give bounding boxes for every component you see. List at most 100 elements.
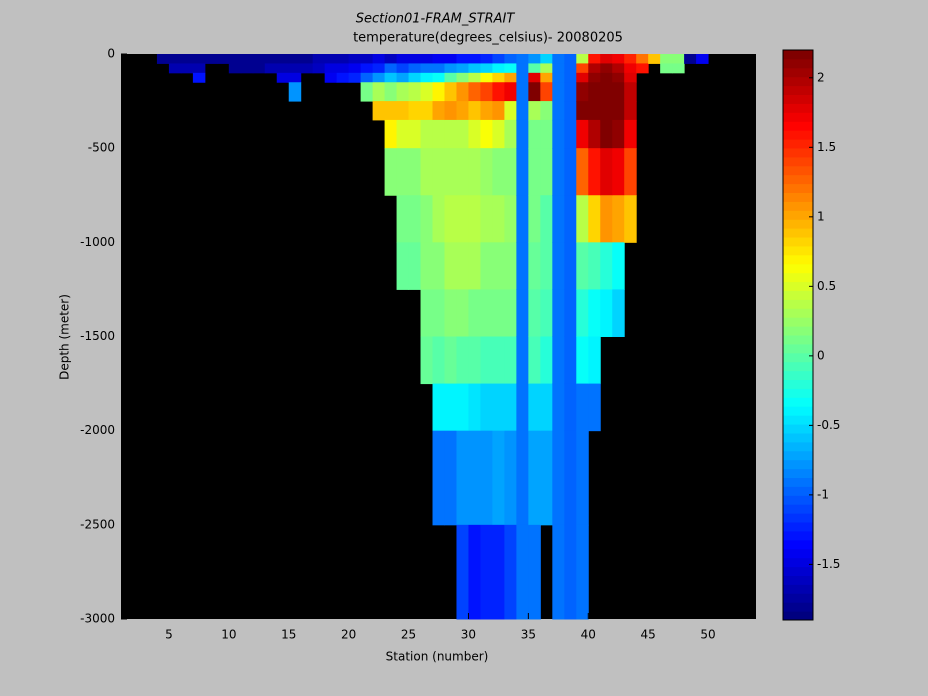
colorbar-swatch — [783, 477, 813, 487]
colorbar-swatch — [783, 406, 813, 416]
heat-cell — [432, 148, 445, 196]
colorbar-tick-label: 1.5 — [817, 140, 836, 154]
heat-cell — [528, 148, 541, 196]
heat-cell — [456, 430, 469, 526]
colorbar-swatch — [783, 379, 813, 389]
heat-cell — [420, 195, 434, 243]
heat-cell — [456, 148, 469, 196]
heat-cell — [408, 148, 422, 196]
heat-cell — [432, 289, 445, 337]
heat-cell — [432, 82, 445, 102]
heat-cell — [564, 383, 577, 432]
heat-cell — [540, 63, 553, 74]
heat-cell — [384, 63, 398, 74]
colorbar-swatch — [783, 530, 813, 541]
heat-cell — [600, 242, 613, 290]
heat-cell — [624, 82, 637, 102]
heat-cell — [600, 82, 613, 102]
heat-cell — [504, 242, 517, 290]
heat-cell — [204, 54, 218, 64]
heat-cell — [420, 242, 434, 290]
heat-cell — [576, 54, 589, 64]
heat-cell — [192, 72, 206, 83]
heat-cell — [552, 289, 565, 337]
heat-cell — [468, 101, 481, 121]
heat-cell — [360, 54, 374, 64]
heat-cell — [372, 82, 386, 102]
heat-cell — [444, 430, 457, 526]
colorbar-swatch — [783, 272, 813, 283]
heat-cell — [396, 119, 410, 149]
heat-cell — [600, 119, 613, 149]
chart-subtitle: temperature(degrees_celsius)- 20080205 — [353, 31, 623, 46]
heat-cell — [456, 524, 469, 620]
x-tick-label: 40 — [581, 628, 596, 642]
heat-cell — [528, 289, 541, 337]
heat-cell — [492, 430, 505, 526]
heat-cell — [504, 82, 517, 102]
heat-cell — [444, 82, 457, 102]
colorbar-swatch — [783, 192, 813, 202]
colorbar-swatch — [783, 602, 813, 612]
heat-cell — [288, 54, 302, 64]
heat-cell — [612, 119, 625, 149]
heat-cell — [276, 54, 290, 64]
x-tick-label: 45 — [641, 628, 656, 642]
heat-cell — [360, 72, 374, 83]
heat-cell — [480, 195, 493, 243]
heat-cell — [492, 289, 505, 337]
heat-cell — [240, 54, 254, 64]
heat-cell — [528, 336, 541, 385]
heat-cell — [480, 336, 493, 385]
colorbar-swatch — [783, 201, 813, 211]
heat-cell — [516, 195, 529, 243]
heat-cell — [252, 63, 266, 74]
heat-cell — [432, 430, 445, 526]
heat-cell — [564, 101, 577, 121]
heat-cell — [540, 148, 553, 196]
heat-cell — [504, 119, 517, 149]
heat-cell — [588, 383, 601, 432]
heat-cell — [588, 119, 601, 149]
heat-cell — [216, 54, 230, 64]
heat-cell — [504, 430, 517, 526]
colorbar-swatch — [783, 557, 813, 568]
heat-cell — [444, 54, 457, 64]
heat-cell — [564, 430, 577, 526]
heat-cell — [480, 242, 493, 290]
heat-cell — [576, 336, 589, 385]
heat-cell — [420, 72, 434, 83]
heat-cell — [516, 82, 529, 102]
heat-cell — [432, 72, 445, 83]
heat-cell — [468, 195, 481, 243]
heat-cell — [480, 101, 493, 121]
heat-cell — [468, 242, 481, 290]
heat-cell — [252, 54, 266, 64]
heat-cell — [564, 72, 577, 83]
heat-cell — [468, 430, 481, 526]
heat-cell — [516, 63, 529, 74]
heat-cell — [468, 72, 481, 83]
heat-cell — [432, 54, 445, 64]
heat-cell — [504, 289, 517, 337]
heat-cell — [516, 289, 529, 337]
heat-cell — [276, 72, 290, 83]
colorbar-swatch — [783, 219, 813, 229]
heat-cell — [432, 383, 445, 432]
heat-cell — [624, 101, 637, 121]
heat-cell — [312, 54, 326, 64]
heat-cell — [384, 72, 398, 83]
heat-cell — [396, 54, 410, 64]
y-tick-label: -1500 — [80, 329, 115, 343]
heat-cell — [576, 524, 589, 620]
heat-cell — [600, 289, 613, 337]
x-tick-label: 35 — [521, 628, 536, 642]
heat-cell — [276, 63, 290, 74]
heat-cell — [336, 72, 350, 83]
heat-cell — [576, 430, 589, 526]
heat-cell — [288, 82, 302, 102]
heat-cell — [492, 63, 505, 74]
heat-cell — [552, 195, 565, 243]
